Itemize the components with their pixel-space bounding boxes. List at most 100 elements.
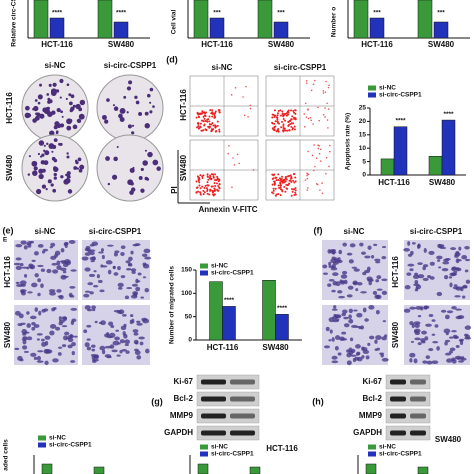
event <box>216 175 219 178</box>
axis-label: Number of migrated cells <box>169 266 176 344</box>
colony <box>54 121 60 127</box>
cell <box>410 250 414 256</box>
event <box>310 89 313 92</box>
cell <box>87 282 94 286</box>
legend-label: si-circ-CSPP1 <box>379 92 422 99</box>
colony <box>52 82 57 87</box>
cell <box>355 352 360 356</box>
cell <box>115 329 120 332</box>
cell <box>98 279 103 284</box>
cell <box>381 278 388 282</box>
event <box>292 111 295 114</box>
cell <box>106 332 110 336</box>
cell <box>443 274 449 280</box>
event <box>216 124 219 127</box>
cell <box>26 311 30 315</box>
event <box>201 129 204 132</box>
panel-letter: (e) <box>3 225 14 235</box>
event <box>314 79 316 82</box>
cell <box>96 274 100 279</box>
cropped-bar <box>365 463 377 474</box>
cell <box>52 307 57 311</box>
cell <box>90 260 95 263</box>
cell <box>68 292 73 298</box>
cell <box>34 273 39 278</box>
category-label: SW480 <box>262 343 289 352</box>
cell <box>94 320 98 324</box>
cell <box>442 261 450 265</box>
row-label: SW480 <box>179 154 188 181</box>
colony <box>69 101 73 106</box>
event <box>307 150 309 153</box>
event <box>283 181 286 184</box>
colony <box>34 115 40 121</box>
cell <box>33 324 40 328</box>
cell <box>368 305 375 310</box>
cell <box>133 292 138 297</box>
event <box>218 109 221 112</box>
category-label: HCT-116 <box>201 40 233 49</box>
cell <box>71 341 76 347</box>
significance: **** <box>224 297 235 304</box>
cell <box>90 251 95 256</box>
significance: *** <box>437 10 445 17</box>
event <box>280 126 283 129</box>
event <box>321 182 323 184</box>
event <box>208 125 211 128</box>
cell <box>88 273 96 278</box>
event <box>197 123 200 126</box>
event <box>276 112 279 115</box>
event <box>199 113 202 116</box>
cell <box>62 270 67 274</box>
event <box>327 108 330 110</box>
cell <box>375 335 382 340</box>
cell <box>139 341 144 346</box>
dish <box>96 74 164 142</box>
colony <box>44 150 50 156</box>
cell <box>131 270 136 275</box>
colony <box>116 145 119 149</box>
legend-swatch <box>368 451 376 457</box>
cell <box>409 352 416 358</box>
event <box>206 175 209 178</box>
bar <box>222 306 236 341</box>
cell <box>368 335 375 340</box>
cell <box>111 349 118 353</box>
colony <box>52 144 57 150</box>
event <box>217 180 220 183</box>
event <box>292 110 295 113</box>
cell <box>429 261 435 266</box>
axis-label: Annexin V-FITC <box>198 205 257 214</box>
cell <box>70 320 75 326</box>
event <box>294 191 297 194</box>
event <box>291 188 294 191</box>
cell <box>455 308 462 311</box>
band-label: Ki-67 <box>173 377 193 386</box>
event <box>233 164 236 166</box>
cell <box>327 249 332 254</box>
cell <box>37 278 42 283</box>
event <box>207 125 210 128</box>
cell <box>414 279 419 285</box>
cell <box>67 337 74 343</box>
cell <box>22 345 28 350</box>
event <box>201 176 204 179</box>
colony <box>50 183 54 187</box>
band-label: Bcl-2 <box>362 394 382 403</box>
band <box>201 396 226 402</box>
event <box>205 111 208 114</box>
event <box>208 115 211 118</box>
event <box>294 189 297 192</box>
cell <box>120 245 126 250</box>
cell <box>60 248 65 253</box>
cell <box>142 263 150 269</box>
category-label: HCT-116 <box>41 40 73 49</box>
event <box>319 160 322 162</box>
colony <box>27 173 31 176</box>
colony <box>74 159 78 163</box>
event <box>289 174 292 177</box>
cell <box>335 314 342 319</box>
column-label: si-NC <box>344 227 365 236</box>
cell <box>50 242 56 247</box>
cropped-bar <box>417 466 429 474</box>
